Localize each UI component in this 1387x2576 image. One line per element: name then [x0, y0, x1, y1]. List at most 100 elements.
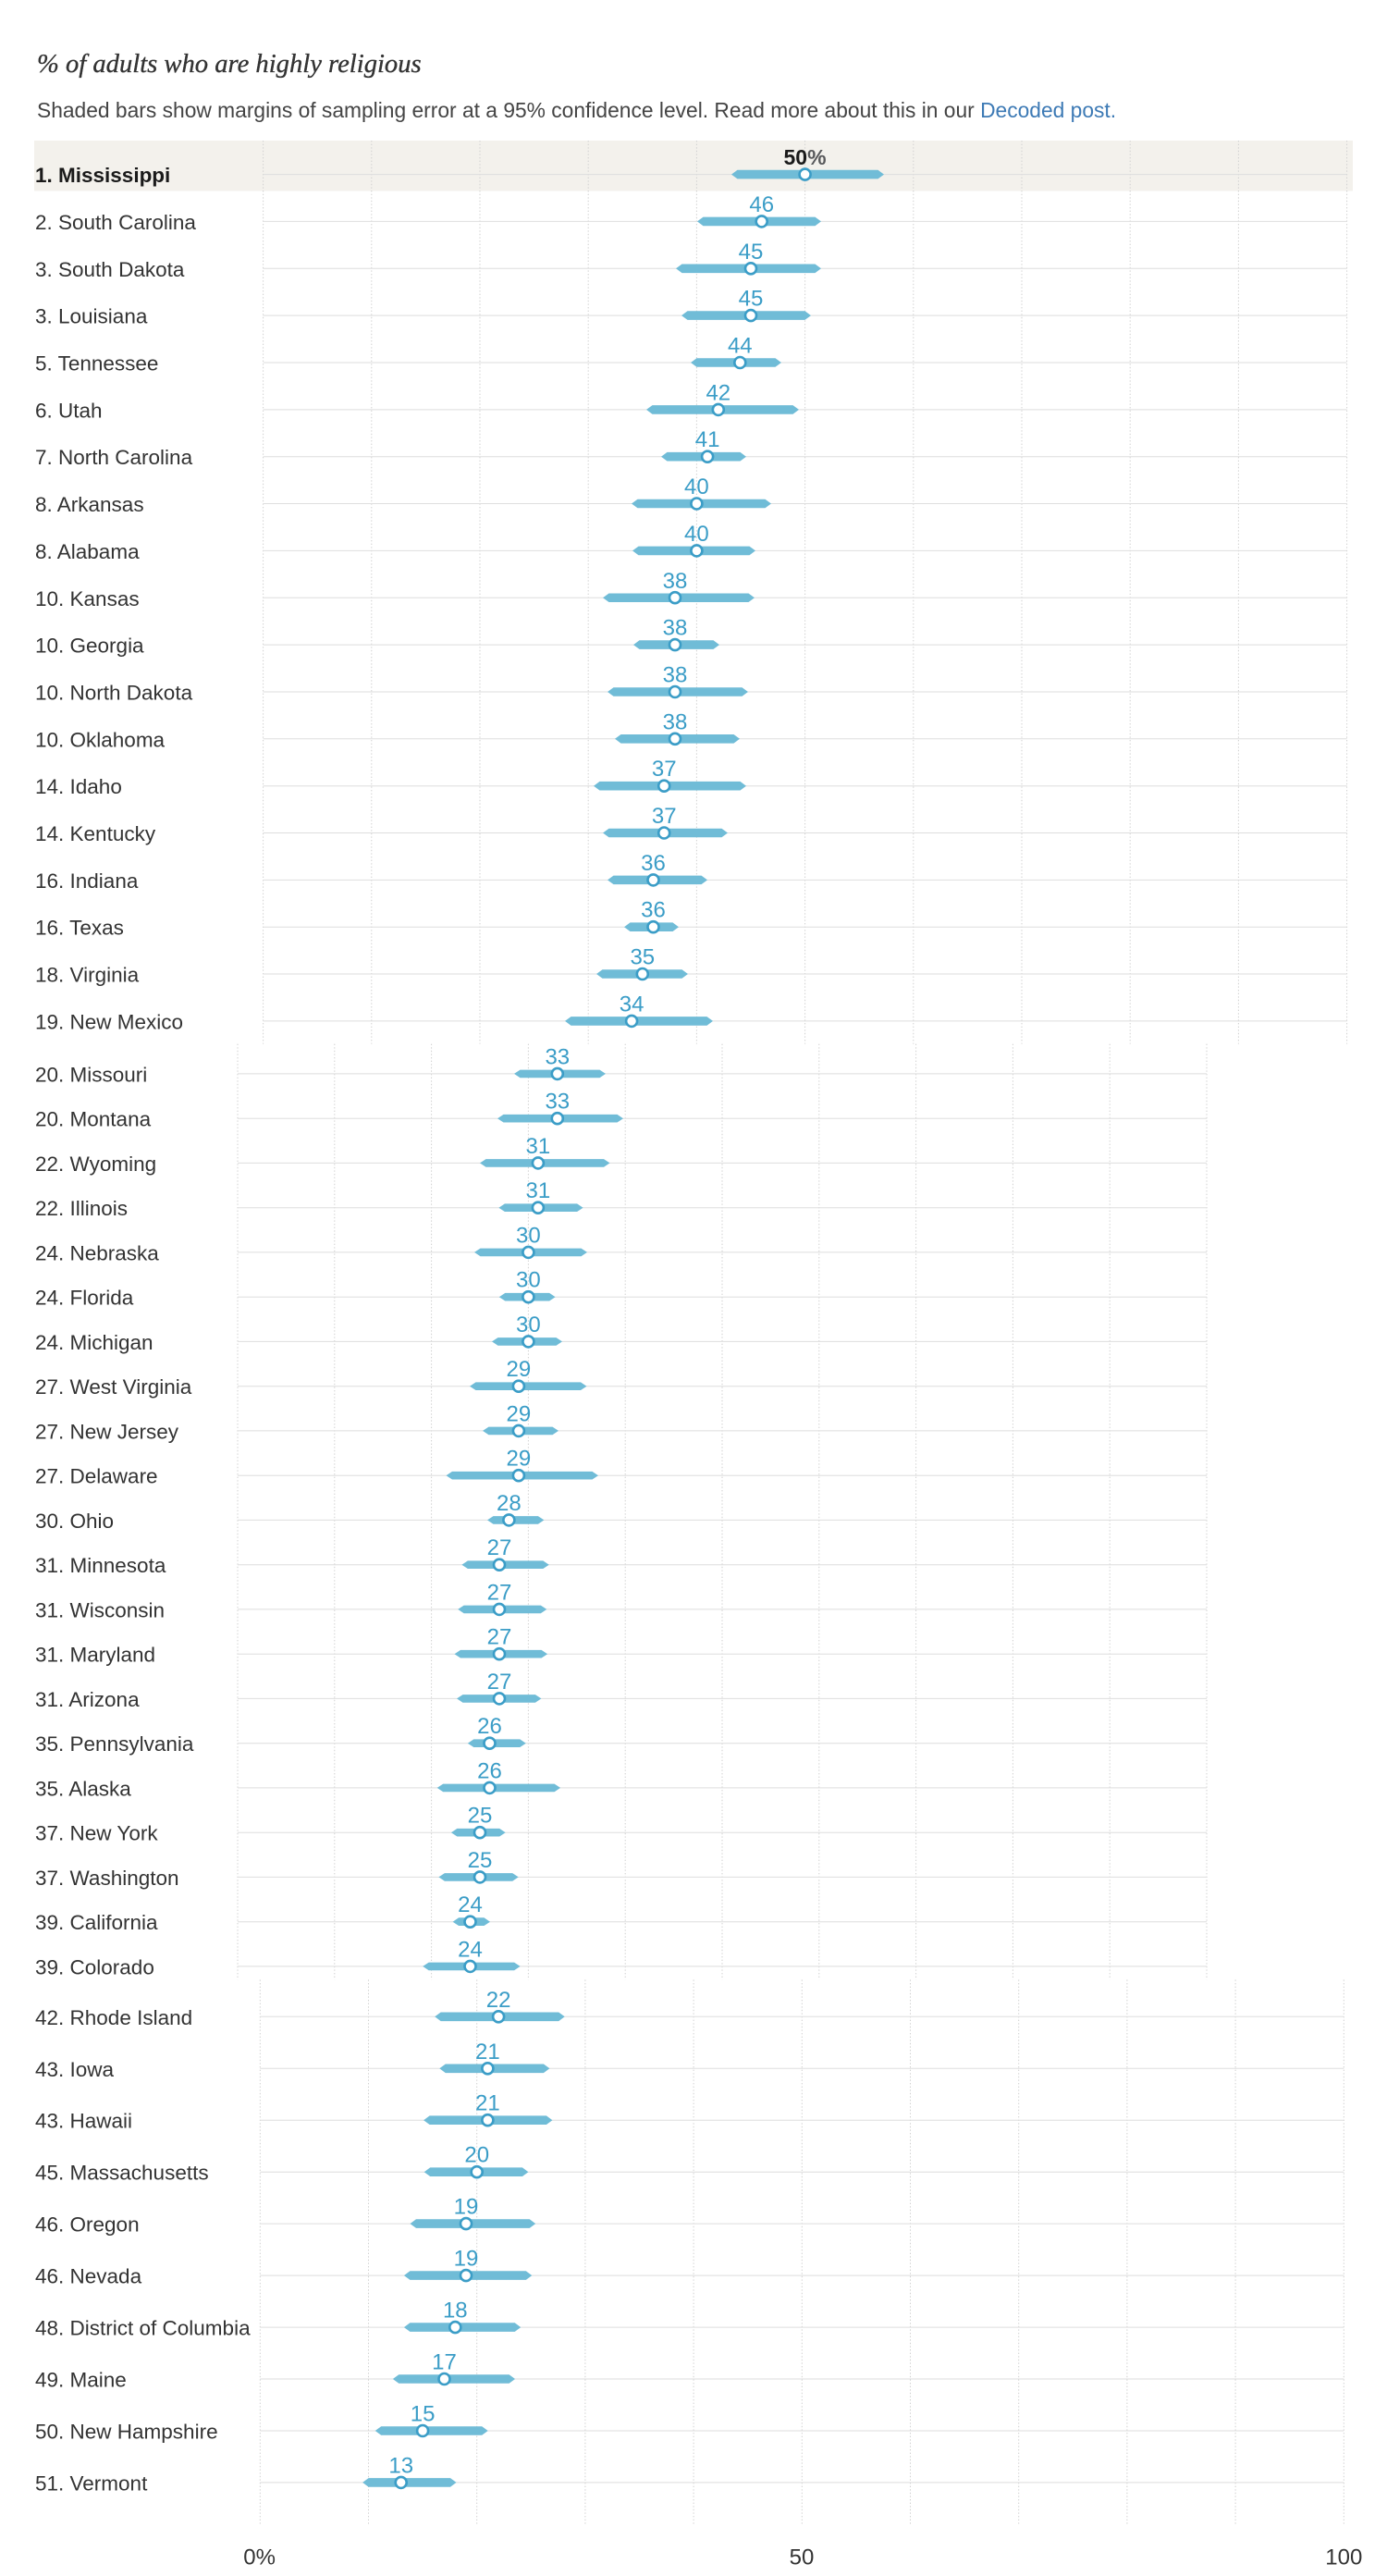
svg-text:7. North Carolina: 7. North Carolina — [35, 446, 193, 469]
svg-text:36: 36 — [641, 898, 666, 923]
svg-text:31: 31 — [526, 1178, 551, 1203]
svg-text:43. Hawaii: 43. Hawaii — [35, 2110, 132, 2133]
svg-text:31: 31 — [526, 1134, 551, 1159]
svg-text:19. New Mexico: 19. New Mexico — [35, 1010, 183, 1033]
svg-text:39. California: 39. California — [35, 1911, 158, 1934]
svg-text:29: 29 — [507, 1447, 532, 1472]
svg-text:14. Idaho: 14. Idaho — [35, 775, 122, 798]
svg-text:24. Michigan: 24. Michigan — [35, 1331, 153, 1354]
svg-text:43. Iowa: 43. Iowa — [35, 2058, 115, 2081]
svg-text:2. South Carolina: 2. South Carolina — [35, 211, 196, 234]
svg-text:19: 19 — [454, 2247, 479, 2272]
svg-text:24. Nebraska: 24. Nebraska — [35, 1241, 159, 1264]
svg-text:49. Maine: 49. Maine — [35, 2369, 127, 2392]
svg-text:18: 18 — [443, 2299, 468, 2323]
svg-text:27: 27 — [487, 1625, 512, 1650]
svg-text:50: 50 — [790, 2545, 815, 2570]
svg-text:45. Massachusetts: 45. Massachusetts — [35, 2162, 209, 2185]
svg-text:33: 33 — [545, 1090, 570, 1115]
svg-text:40: 40 — [684, 475, 709, 499]
svg-text:10. Oklahoma: 10. Oklahoma — [35, 728, 166, 751]
svg-text:41: 41 — [695, 427, 720, 452]
svg-text:29: 29 — [507, 1401, 532, 1426]
svg-text:38: 38 — [663, 616, 688, 641]
svg-text:35: 35 — [630, 945, 655, 970]
svg-text:46. Oregon: 46. Oregon — [35, 2213, 140, 2237]
svg-text:20. Montana: 20. Montana — [35, 1108, 152, 1131]
svg-text:39. Colorado: 39. Colorado — [35, 1955, 154, 1978]
svg-text:50. New Hampshire: 50. New Hampshire — [35, 2421, 218, 2444]
svg-text:25: 25 — [468, 1804, 493, 1829]
svg-text:15: 15 — [411, 2402, 436, 2427]
svg-text:3. South Dakota: 3. South Dakota — [35, 258, 185, 281]
svg-text:30: 30 — [516, 1223, 541, 1248]
svg-text:45: 45 — [739, 287, 764, 312]
svg-text:3. Louisiana: 3. Louisiana — [35, 305, 148, 328]
svg-text:% of adults who are highly rel: % of adults who are highly religious — [37, 50, 422, 79]
svg-text:36: 36 — [641, 851, 666, 876]
svg-text:21: 21 — [475, 2091, 500, 2116]
svg-text:20: 20 — [464, 2143, 489, 2168]
svg-text:16. Indiana: 16. Indiana — [35, 869, 139, 893]
svg-text:27: 27 — [487, 1670, 512, 1695]
svg-text:27. New Jersey: 27. New Jersey — [35, 1420, 179, 1443]
svg-text:51. Vermont: 51. Vermont — [35, 2471, 148, 2495]
svg-text:20. Missouri: 20. Missouri — [35, 1063, 147, 1086]
svg-text:28: 28 — [497, 1491, 522, 1516]
svg-text:10. Georgia: 10. Georgia — [35, 635, 144, 658]
svg-text:27: 27 — [487, 1580, 512, 1605]
svg-text:27: 27 — [487, 1535, 512, 1560]
svg-text:31. Minnesota: 31. Minnesota — [35, 1554, 166, 1577]
svg-text:44: 44 — [728, 334, 753, 359]
svg-text:8. Alabama: 8. Alabama — [35, 540, 140, 563]
svg-text:22. Illinois: 22. Illinois — [35, 1197, 128, 1220]
svg-text:1. Mississippi: 1. Mississippi — [35, 164, 170, 187]
svg-text:42: 42 — [706, 380, 730, 405]
svg-text:38: 38 — [663, 663, 688, 688]
svg-text:31. Arizona: 31. Arizona — [35, 1688, 140, 1711]
svg-text:29: 29 — [507, 1357, 532, 1382]
svg-text:26: 26 — [477, 1714, 502, 1739]
svg-text:22. Wyoming: 22. Wyoming — [35, 1152, 156, 1176]
svg-text:37: 37 — [652, 757, 677, 782]
svg-text:10. North Dakota: 10. North Dakota — [35, 682, 193, 705]
svg-text:Shaded bars show margins of sa: Shaded bars show margins of sampling err… — [37, 98, 1116, 122]
svg-text:33: 33 — [545, 1044, 570, 1069]
svg-text:18. Virginia: 18. Virginia — [35, 964, 140, 987]
svg-text:37. Washington: 37. Washington — [35, 1867, 179, 1890]
svg-text:13: 13 — [388, 2453, 413, 2478]
svg-text:34: 34 — [620, 992, 644, 1017]
svg-text:42. Rhode Island: 42. Rhode Island — [35, 2006, 192, 2029]
svg-text:24. Florida: 24. Florida — [35, 1287, 134, 1310]
svg-text:30: 30 — [516, 1313, 541, 1337]
svg-text:24: 24 — [458, 1892, 483, 1917]
svg-text:27. West Virginia: 27. West Virginia — [35, 1375, 192, 1399]
svg-text:24: 24 — [458, 1937, 483, 1962]
svg-text:25: 25 — [468, 1848, 493, 1873]
svg-text:21: 21 — [475, 2040, 500, 2064]
svg-text:45: 45 — [739, 240, 764, 265]
svg-text:37: 37 — [652, 804, 677, 829]
svg-text:30. Ohio: 30. Ohio — [35, 1510, 114, 1533]
svg-text:35. Pennsylvania: 35. Pennsylvania — [35, 1732, 194, 1756]
svg-text:100: 100 — [1325, 2545, 1362, 2570]
svg-text:48. District of Columbia: 48. District of Columbia — [35, 2317, 251, 2340]
svg-text:50%: 50% — [784, 145, 827, 169]
svg-text:22: 22 — [486, 1988, 511, 2013]
svg-text:0%: 0% — [243, 2545, 276, 2570]
svg-text:26: 26 — [477, 1758, 502, 1783]
svg-text:8. Arkansas: 8. Arkansas — [35, 493, 144, 516]
svg-text:31. Wisconsin: 31. Wisconsin — [35, 1598, 165, 1621]
svg-text:31. Maryland: 31. Maryland — [35, 1644, 155, 1667]
svg-text:5. Tennessee: 5. Tennessee — [35, 352, 158, 376]
svg-text:16. Texas: 16. Texas — [35, 917, 124, 940]
svg-text:40: 40 — [684, 522, 709, 547]
svg-text:46: 46 — [749, 192, 774, 217]
svg-text:19: 19 — [454, 2195, 479, 2220]
svg-text:35. Alaska: 35. Alaska — [35, 1777, 131, 1800]
svg-text:27. Delaware: 27. Delaware — [35, 1465, 158, 1488]
svg-text:10. Kansas: 10. Kansas — [35, 587, 140, 610]
svg-text:14. Kentucky: 14. Kentucky — [35, 822, 156, 845]
svg-text:6. Utah: 6. Utah — [35, 399, 103, 422]
svg-text:37. New York: 37. New York — [35, 1822, 158, 1845]
